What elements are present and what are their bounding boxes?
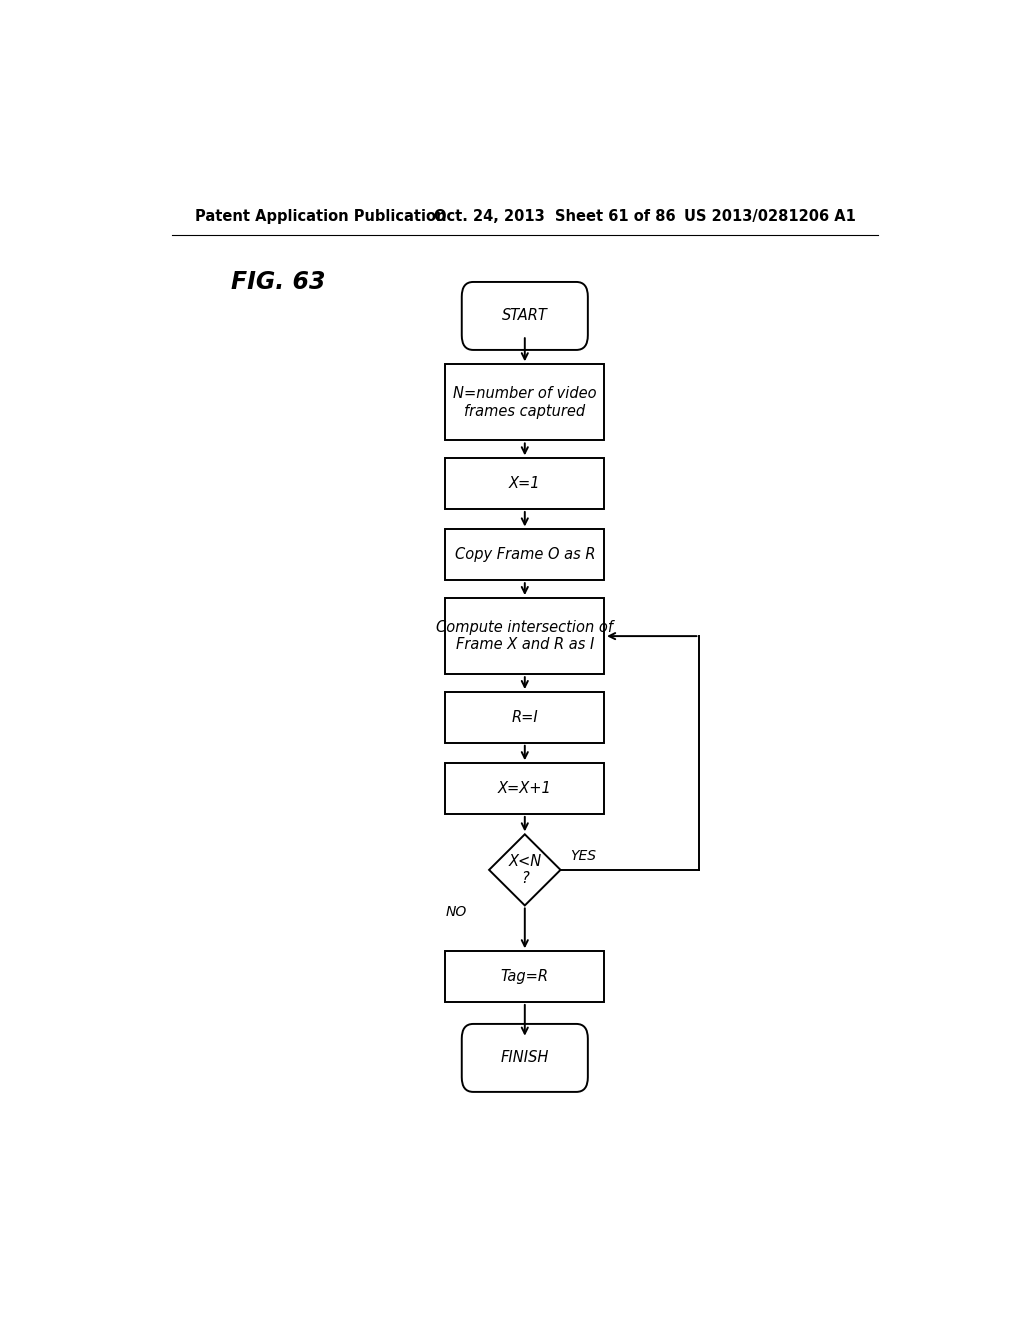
Text: START: START <box>502 309 548 323</box>
Polygon shape <box>489 834 560 906</box>
FancyBboxPatch shape <box>462 282 588 350</box>
FancyBboxPatch shape <box>462 1024 588 1092</box>
Text: X<N
?: X<N ? <box>508 854 542 886</box>
Bar <box>445 692 604 743</box>
Text: NO: NO <box>445 904 467 919</box>
Text: X=1: X=1 <box>509 477 541 491</box>
Bar <box>445 952 604 1002</box>
Bar <box>445 598 604 675</box>
Bar <box>445 458 604 510</box>
Text: Tag=R: Tag=R <box>501 969 549 985</box>
Text: N=number of video
frames captured: N=number of video frames captured <box>453 387 597 418</box>
Bar <box>445 529 604 581</box>
Text: YES: YES <box>570 849 596 863</box>
Bar <box>445 763 604 814</box>
Bar <box>445 364 604 441</box>
Text: X=X+1: X=X+1 <box>498 781 552 796</box>
Text: Compute intersection of
Frame X and R as I: Compute intersection of Frame X and R as… <box>436 620 613 652</box>
Text: FINISH: FINISH <box>501 1051 549 1065</box>
Text: FIG. 63: FIG. 63 <box>231 269 326 293</box>
Text: Oct. 24, 2013  Sheet 61 of 86: Oct. 24, 2013 Sheet 61 of 86 <box>433 209 675 223</box>
Text: R=I: R=I <box>511 710 539 725</box>
Text: Patent Application Publication: Patent Application Publication <box>196 209 446 223</box>
Text: US 2013/0281206 A1: US 2013/0281206 A1 <box>684 209 855 223</box>
Text: Copy Frame O as R: Copy Frame O as R <box>455 548 595 562</box>
